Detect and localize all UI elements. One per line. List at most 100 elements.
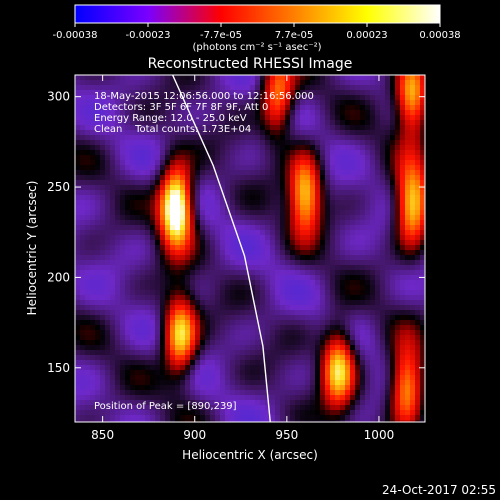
- heatmap-cell: [205, 210, 211, 216]
- heatmap-cell: [365, 380, 371, 386]
- heatmap-cell: [380, 365, 386, 371]
- heatmap-cell: [305, 415, 311, 421]
- heatmap-cell: [365, 325, 371, 331]
- heatmap-cell: [240, 340, 246, 346]
- heatmap-cell: [195, 125, 201, 131]
- heatmap-cell: [120, 135, 126, 141]
- heatmap-cell: [130, 110, 136, 116]
- heatmap-cell: [110, 395, 116, 401]
- heatmap-cell: [325, 120, 331, 126]
- heatmap-cell: [240, 305, 246, 311]
- heatmap-cell: [100, 350, 106, 356]
- heatmap-cell: [290, 340, 296, 346]
- heatmap-cell: [420, 270, 425, 276]
- heatmap-cell: [230, 140, 236, 146]
- heatmap-cell: [290, 245, 296, 251]
- heatmap-cell: [235, 160, 241, 166]
- heatmap-cell: [265, 370, 271, 376]
- heatmap-cell: [255, 160, 261, 166]
- heatmap-cell: [175, 240, 181, 246]
- heatmap-cell: [110, 275, 116, 281]
- heatmap-cell: [245, 235, 251, 241]
- heatmap-cell: [220, 165, 226, 171]
- heatmap-cell: [370, 90, 376, 96]
- heatmap-cell: [115, 365, 121, 371]
- heatmap-cell: [375, 280, 381, 286]
- heatmap-cell: [260, 300, 266, 306]
- heatmap-cell: [230, 335, 236, 341]
- heatmap-cell: [405, 240, 411, 246]
- heatmap-cell: [405, 175, 411, 181]
- heatmap-cell: [260, 335, 266, 341]
- heatmap-cell: [215, 380, 221, 386]
- heatmap-cell: [80, 415, 86, 421]
- heatmap-cell: [210, 75, 216, 81]
- heatmap-cell: [375, 265, 381, 271]
- heatmap-cell: [265, 145, 271, 151]
- heatmap-cell: [230, 295, 236, 301]
- heatmap-cell: [215, 235, 221, 241]
- heatmap-cell: [185, 230, 191, 236]
- heatmap-cell: [135, 385, 141, 391]
- heatmap-cell: [255, 140, 261, 146]
- heatmap-cell: [295, 185, 301, 191]
- heatmap-cell: [85, 380, 91, 386]
- heatmap-cell: [85, 335, 91, 341]
- heatmap-cell: [150, 295, 156, 301]
- heatmap-cell: [175, 335, 181, 341]
- heatmap-cell: [170, 360, 176, 366]
- heatmap-cell: [145, 195, 151, 201]
- heatmap-cell: [165, 245, 171, 251]
- heatmap-cell: [215, 300, 221, 306]
- heatmap-cell: [75, 85, 81, 91]
- heatmap-cell: [230, 110, 236, 116]
- heatmap-cell: [160, 390, 166, 396]
- heatmap-cell: [305, 375, 311, 381]
- heatmap-cell: [385, 90, 391, 96]
- heatmap-cell: [265, 105, 271, 111]
- heatmap-cell: [250, 270, 256, 276]
- heatmap-cell: [110, 415, 116, 421]
- heatmap-cell: [105, 255, 111, 261]
- heatmap-cell: [405, 225, 411, 231]
- heatmap-cell: [340, 75, 346, 81]
- heatmap-cell: [375, 330, 381, 336]
- heatmap-cell: [135, 375, 141, 381]
- heatmap-cell: [95, 310, 101, 316]
- heatmap-cell: [410, 390, 416, 396]
- heatmap-cell: [275, 220, 281, 226]
- heatmap-cell: [415, 145, 421, 151]
- heatmap-cell: [175, 265, 181, 271]
- heatmap-cell: [110, 315, 116, 321]
- heatmap-cell: [175, 95, 181, 101]
- heatmap-cell: [310, 80, 316, 86]
- heatmap-cell: [225, 280, 231, 286]
- heatmap-cell: [385, 295, 391, 301]
- heatmap-cell: [200, 105, 206, 111]
- heatmap-cell: [280, 310, 286, 316]
- heatmap-cell: [175, 150, 181, 156]
- heatmap-cell: [400, 110, 406, 116]
- heatmap-cell: [215, 210, 221, 216]
- heatmap-cell: [395, 250, 401, 256]
- heatmap-cell: [350, 130, 356, 136]
- heatmap-cell: [410, 230, 416, 236]
- heatmap-cell: [180, 400, 186, 406]
- heatmap-cell: [155, 325, 161, 331]
- heatmap-cell: [100, 105, 106, 111]
- heatmap-cell: [330, 105, 336, 111]
- heatmap-cell: [290, 130, 296, 136]
- heatmap-cell: [125, 305, 131, 311]
- heatmap-cell: [130, 255, 136, 261]
- heatmap-cell: [145, 185, 151, 191]
- heatmap-cell: [140, 190, 146, 196]
- heatmap-cell: [330, 280, 336, 286]
- heatmap-cell: [270, 110, 276, 116]
- heatmap-cell: [290, 285, 296, 291]
- heatmap-cell: [290, 215, 296, 221]
- heatmap-cell: [335, 365, 341, 371]
- heatmap-cell: [355, 390, 361, 396]
- heatmap-cell: [85, 95, 91, 101]
- heatmap-cell: [385, 145, 391, 151]
- heatmap-cell: [235, 335, 241, 341]
